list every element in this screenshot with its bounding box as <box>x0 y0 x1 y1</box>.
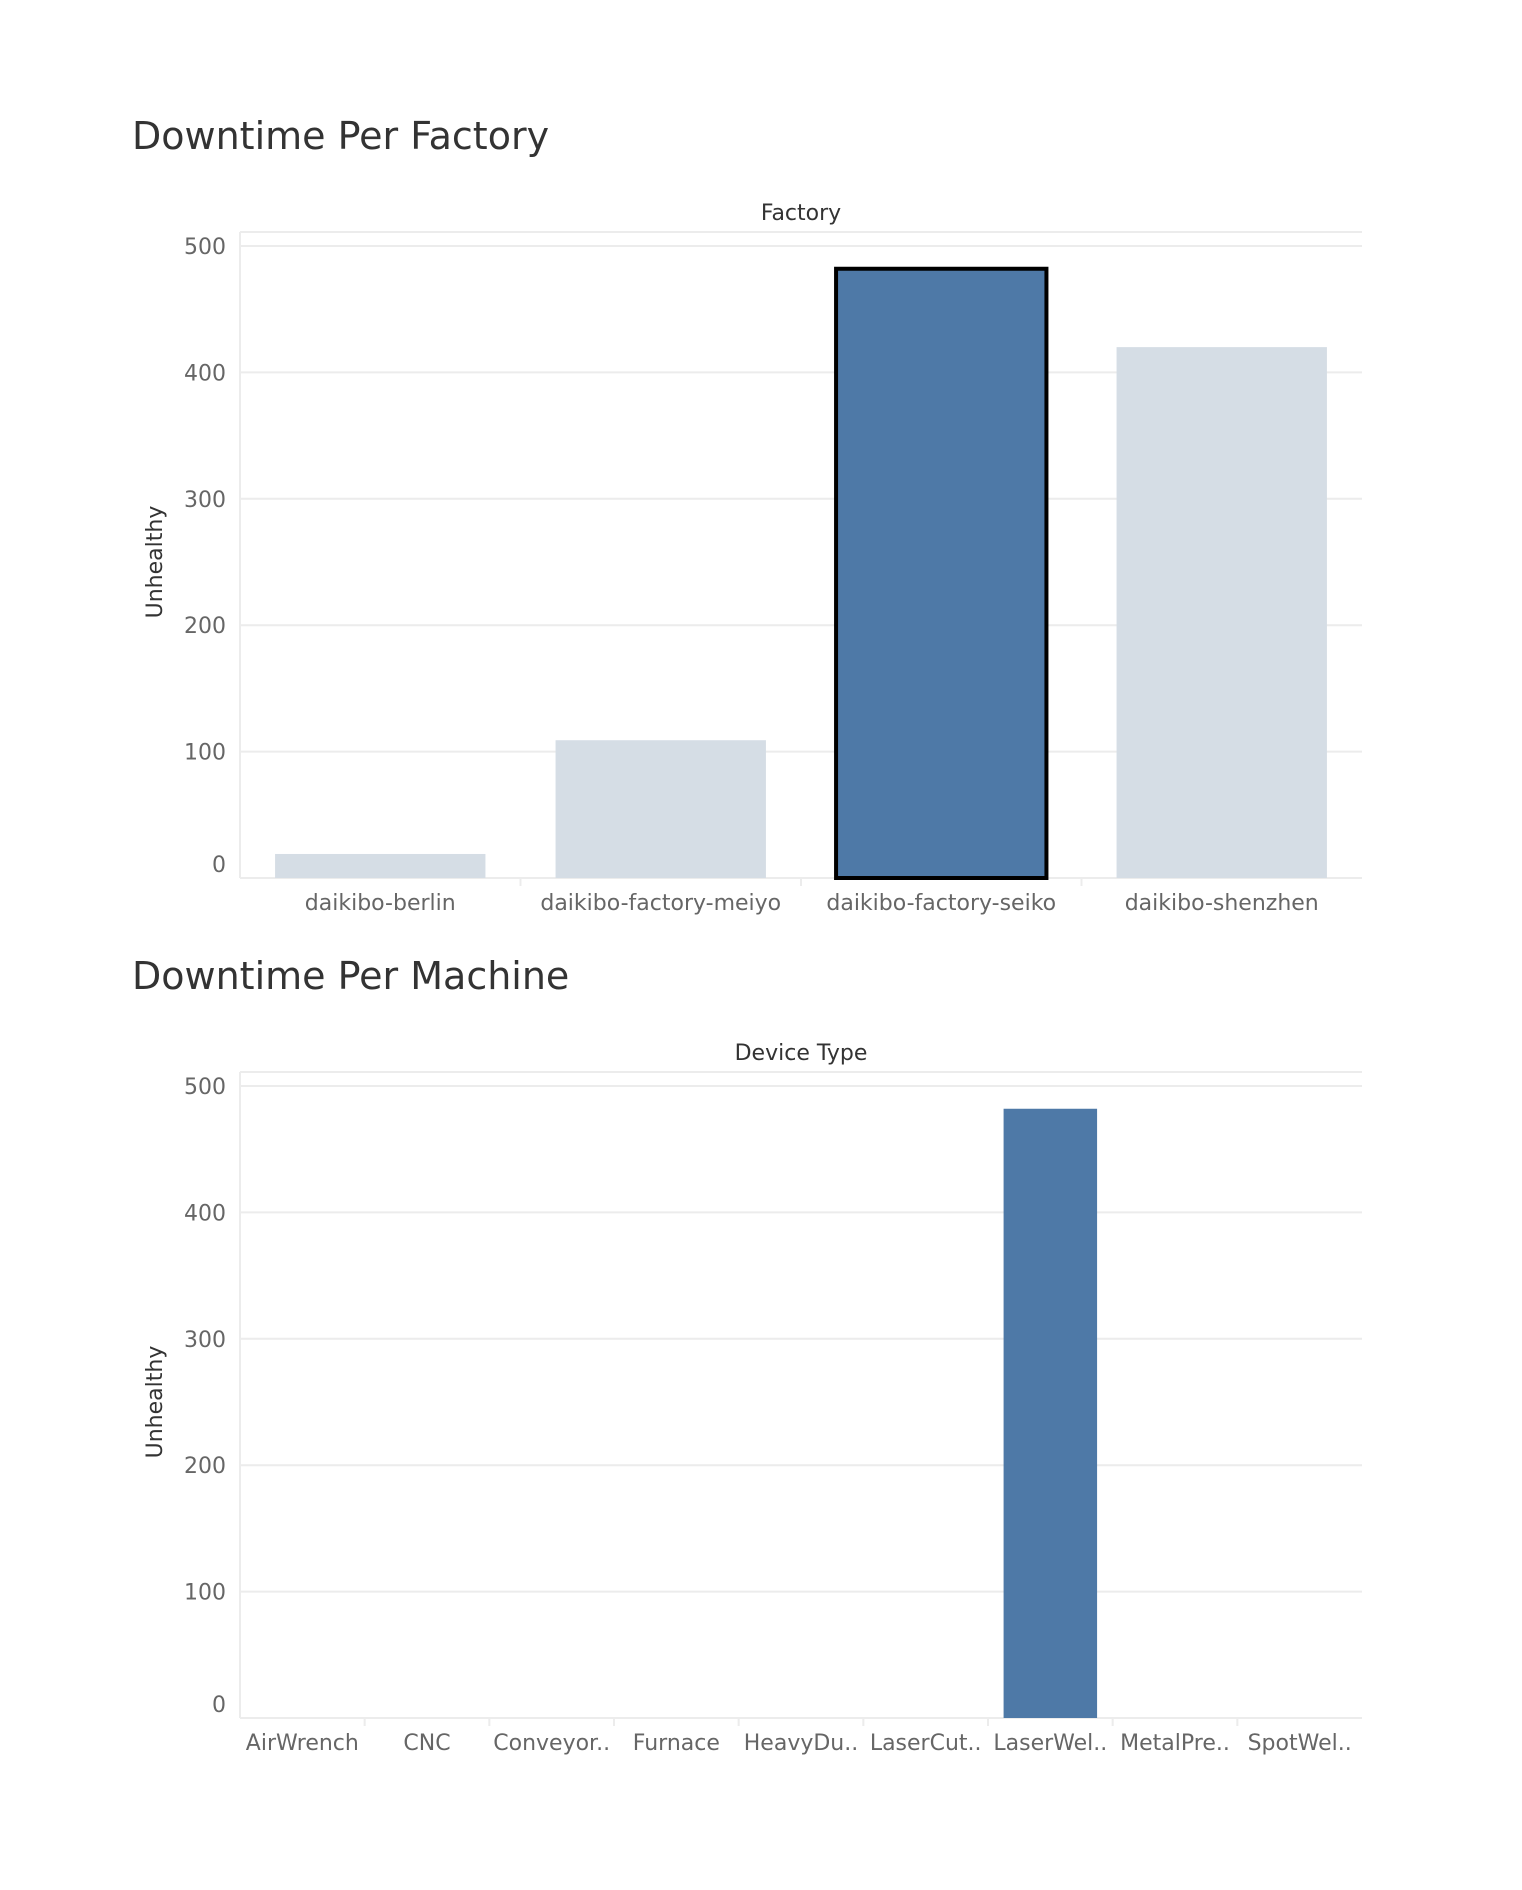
x-tick-label-lasercut: LaserCut.. <box>870 1731 982 1756</box>
x-tick-label-laserwel: LaserWel.. <box>993 1731 1107 1756</box>
y-axis-title: Unhealthy <box>143 506 168 619</box>
y-tick-label: 500 <box>184 1075 226 1100</box>
x-tick-label-daikibo-factory-meiyo: daikibo-factory-meiyo <box>540 891 781 916</box>
y-tick-label: 400 <box>184 1201 226 1226</box>
x-tick-label-conveyor: Conveyor.. <box>493 1731 610 1756</box>
chart-title-machine: Downtime Per Machine <box>132 954 570 998</box>
chart-title-factory: Downtime Per Factory <box>132 114 550 158</box>
x-axis-title: Device Type <box>735 1041 868 1066</box>
y-tick-label: 100 <box>184 741 226 766</box>
bar-daikibo-factory-meiyo[interactable] <box>555 740 766 878</box>
bar-daikibo-berlin[interactable] <box>275 853 486 878</box>
bar-daikibo-shenzhen[interactable] <box>1116 347 1327 878</box>
y-tick-label: 500 <box>184 235 226 260</box>
x-axis-title: Factory <box>761 201 841 226</box>
x-tick-label-metalpre: MetalPre.. <box>1120 1731 1230 1756</box>
x-tick-label-spotwel: SpotWel.. <box>1248 1731 1352 1756</box>
x-tick-label-furnace: Furnace <box>633 1731 720 1756</box>
y-axis-title: Unhealthy <box>143 1346 168 1459</box>
bar-daikibo-factory-seiko[interactable] <box>834 266 1049 880</box>
x-tick-label-daikibo-shenzhen: daikibo-shenzhen <box>1125 891 1319 916</box>
x-tick-label-daikibo-berlin: daikibo-berlin <box>305 891 456 916</box>
machine-bar-chart: Device Type 0 100 200 300 400 500 Unhealthy AirW… <box>143 1041 1362 1756</box>
factory-bar-chart: Factory 0 100 200 300 400 500 Unhealthy daikibo-… <box>143 201 1362 916</box>
y-tick-label: 0 <box>212 853 226 878</box>
y-tick-label: 300 <box>184 1328 226 1353</box>
y-tick-label: 200 <box>184 614 226 639</box>
y-tick-label: 0 <box>212 1693 226 1718</box>
x-tick-label-cnc: CNC <box>403 1731 450 1756</box>
y-tick-label: 100 <box>184 1581 226 1606</box>
bar-laserwel[interactable] <box>1003 1108 1098 1718</box>
y-tick-label: 400 <box>184 361 226 386</box>
x-tick-label-heavydu: HeavyDu.. <box>744 1731 858 1756</box>
y-tick-label: 200 <box>184 1454 226 1479</box>
x-tick-label-airwrench: AirWrench <box>246 1731 359 1756</box>
x-tick-label-daikibo-factory-seiko: daikibo-factory-seiko <box>826 891 1056 916</box>
y-tick-label: 300 <box>184 488 226 513</box>
